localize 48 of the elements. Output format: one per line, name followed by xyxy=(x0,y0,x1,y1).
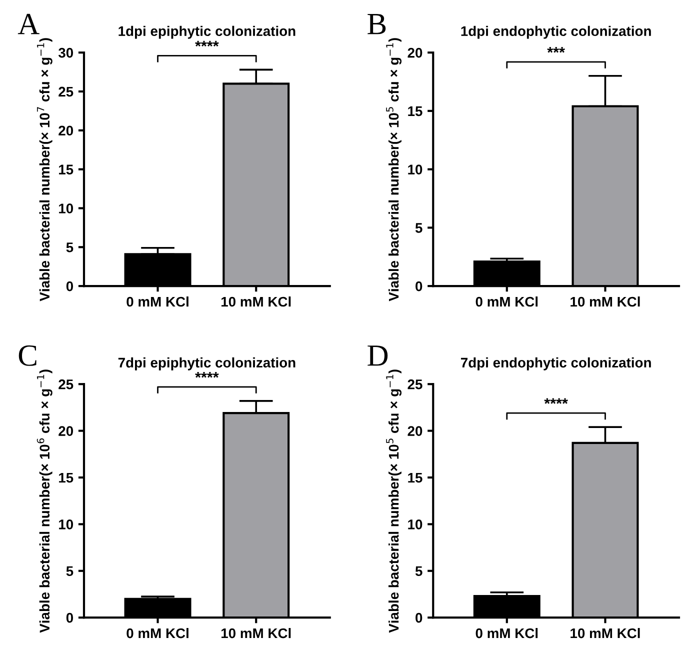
y-tick-label: 15 xyxy=(59,164,74,174)
y-axis-title: Viable bacterial number(× 10$^{7}$ cfu × g$^{−1}$) xyxy=(37,38,52,302)
x-tick-label: 10 mM KCl xyxy=(221,296,291,307)
x-tick-label: 0 mM KCl xyxy=(476,296,538,307)
chart-title: 1dpi epiphytic colonization xyxy=(118,26,296,39)
x-tick-label: 10 mM KCl xyxy=(570,296,640,307)
chart-title: 7dpi epiphytic colonization xyxy=(118,357,296,370)
text: B xyxy=(368,14,386,34)
y-tick-label: 15 xyxy=(408,106,422,116)
text: A xyxy=(18,14,40,34)
x-tick-label: 10 mM KCl xyxy=(570,628,640,638)
y-axis-title: Viable bacterial number(× 10$^{5}$ cfu × g$^{−1}$) xyxy=(386,370,402,633)
annotation: *** xyxy=(547,47,565,53)
text: D xyxy=(368,346,388,366)
y-axis-title: Viable bacterial number(× 10$^{5}$ cfu × g$^{−1}$) xyxy=(386,38,402,302)
x-tick-label: 10 mM KCl xyxy=(221,628,291,638)
y-tick-label: 25 xyxy=(58,379,74,390)
chart-title: 1dpi endophytic colonization xyxy=(461,26,651,39)
y-tick-label: 25 xyxy=(408,379,422,390)
text: C xyxy=(18,345,36,366)
x-tick-label: 0 mM KCl xyxy=(126,296,188,307)
y-tick-label: 10 xyxy=(408,520,422,530)
y-tick-label: 15 xyxy=(408,472,422,483)
y-tick-label: 5 xyxy=(66,242,74,252)
y-tick-label: 20 xyxy=(58,126,74,136)
y-tick-label: 30 xyxy=(58,48,74,58)
y-tick-label: 0 xyxy=(416,281,422,292)
y-tick-label: 20 xyxy=(408,426,422,436)
y-tick-label: 0 xyxy=(416,612,422,623)
x-tick-label: 0 mM KCl xyxy=(126,628,188,638)
y-tick-label: 20 xyxy=(58,426,74,436)
y-tick-label: 5 xyxy=(415,566,422,576)
text: **** xyxy=(195,372,219,378)
y-axis-title: Viable bacterial number(× 10$^{6}$ cfu × g$^{−1}$) xyxy=(36,370,52,633)
y-tick-label: 20 xyxy=(408,48,422,58)
text: **** xyxy=(195,40,219,47)
y-tick-label: 0 xyxy=(66,281,74,292)
y-tick-label: 10 xyxy=(59,520,74,530)
chart-title: 7dpi endophytic colonization xyxy=(460,357,651,370)
x-tick-label: 0 mM KCl xyxy=(476,628,538,638)
y-tick-label: 10 xyxy=(408,164,422,174)
y-tick-label: 0 xyxy=(66,612,74,623)
annotation: **** xyxy=(544,398,568,404)
y-tick-label: 25 xyxy=(58,86,74,97)
y-tick-label: 5 xyxy=(415,223,422,233)
y-tick-label: 15 xyxy=(59,472,74,483)
y-tick-label: 5 xyxy=(66,566,74,576)
y-tick-label: 10 xyxy=(59,204,74,214)
